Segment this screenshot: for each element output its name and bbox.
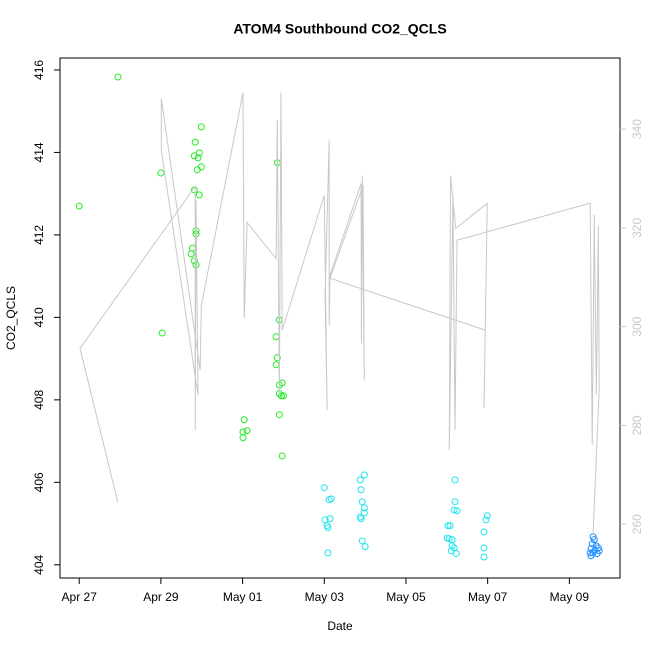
- data-point: [590, 536, 598, 544]
- data-point: [360, 471, 368, 479]
- data-point: [197, 163, 205, 171]
- data-point: [190, 257, 198, 265]
- data-point: [483, 512, 491, 520]
- y-tick-label: 410: [32, 307, 46, 327]
- x-axis-label: Date: [327, 619, 353, 633]
- data-point: [445, 535, 453, 543]
- y-tick-label: 404: [32, 554, 46, 574]
- data-point: [360, 509, 368, 517]
- data-point: [275, 411, 283, 419]
- data-point: [586, 549, 594, 557]
- x-tick-label: May 05: [386, 590, 426, 604]
- x-tick-label: May 01: [223, 590, 263, 604]
- data-point: [240, 416, 248, 424]
- data-point: [358, 498, 366, 506]
- x-tick-label: May 09: [550, 590, 590, 604]
- y-tick-label: 414: [32, 142, 46, 162]
- data-point: [273, 354, 281, 362]
- data-point: [447, 547, 455, 555]
- data-point: [356, 476, 364, 484]
- data-point: [482, 516, 490, 524]
- data-point: [320, 484, 328, 492]
- data-point: [114, 73, 122, 81]
- data-point: [279, 392, 287, 400]
- data-point: [243, 427, 251, 435]
- data-point: [588, 540, 596, 548]
- data-point: [480, 544, 488, 552]
- data-point: [444, 522, 452, 530]
- data-point: [357, 515, 365, 523]
- y2-tick-label: 280: [630, 415, 644, 435]
- data-point: [451, 498, 459, 506]
- data-point: [277, 392, 285, 400]
- y-tick-label: 408: [32, 390, 46, 410]
- x-tick-label: Apr 29: [143, 590, 179, 604]
- data-point: [360, 504, 368, 512]
- x-tick-label: Apr 27: [62, 590, 98, 604]
- data-point: [191, 138, 199, 146]
- data-point: [194, 154, 202, 162]
- data-point: [324, 549, 332, 557]
- data-point: [446, 522, 454, 530]
- data-point: [278, 452, 286, 460]
- data-point: [195, 191, 203, 199]
- data-point: [453, 507, 461, 515]
- data-point: [587, 552, 595, 560]
- y2-tick-label: 340: [630, 119, 644, 139]
- data-point: [326, 515, 334, 523]
- data-point: [197, 123, 205, 131]
- data-point: [593, 550, 601, 558]
- data-point: [324, 524, 332, 532]
- data-point: [448, 542, 456, 550]
- data-line: [79, 92, 600, 536]
- y-tick-label: 412: [32, 225, 46, 245]
- y-tick-label: 406: [32, 472, 46, 492]
- data-point: [195, 149, 203, 157]
- data-point: [158, 329, 166, 337]
- data-point: [480, 528, 488, 536]
- y-axis-label: CO2_QCLS: [4, 286, 18, 350]
- data-point: [157, 169, 165, 177]
- data-point: [327, 495, 335, 503]
- y2-tick-label: 260: [630, 514, 644, 534]
- data-point: [358, 537, 366, 545]
- data-point: [450, 506, 458, 514]
- data-point: [587, 545, 595, 553]
- plot-frame: [59, 57, 621, 579]
- data-point: [480, 553, 488, 561]
- y2-tick-label: 300: [630, 316, 644, 336]
- data-point: [357, 486, 365, 494]
- data-point: [187, 250, 195, 258]
- y2-tick-label: 320: [630, 218, 644, 238]
- data-point: [451, 476, 459, 484]
- x-tick-label: May 03: [305, 590, 345, 604]
- data-point: [361, 543, 369, 551]
- y-tick-label: 416: [32, 60, 46, 80]
- chart-title: ATOM4 Southbound CO2_QCLS: [233, 21, 446, 37]
- data-point: [239, 434, 247, 442]
- x-tick-label: May 07: [468, 590, 508, 604]
- data-point: [75, 202, 83, 210]
